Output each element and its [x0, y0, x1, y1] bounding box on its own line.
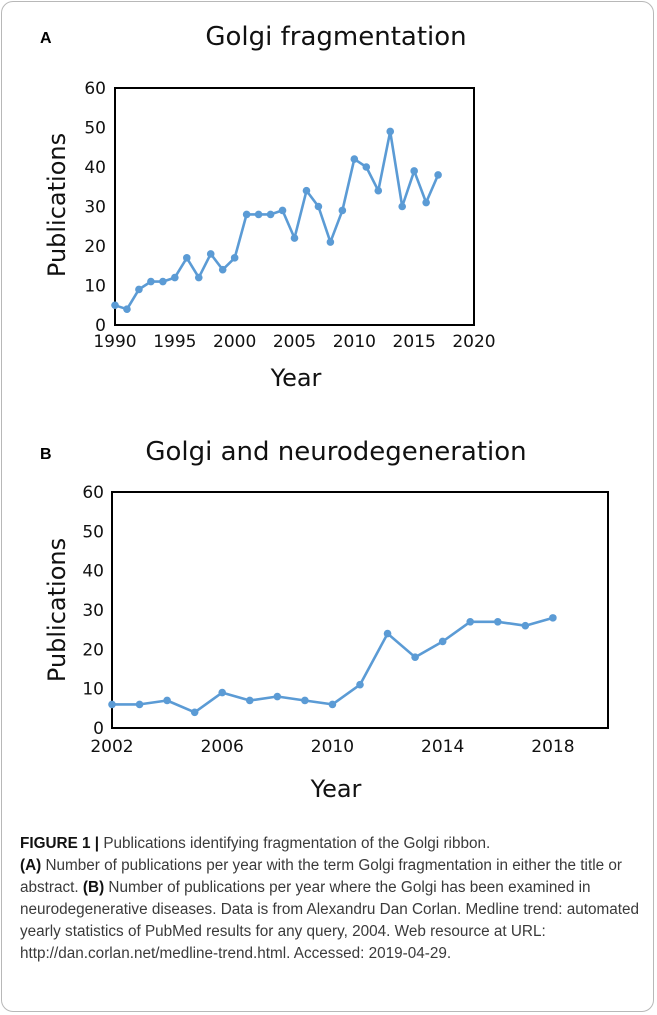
panel-a-data-point [254, 210, 263, 219]
panel-a-xtick-label: 2015 [393, 332, 436, 352]
panel-a-ytick-label: 20 [84, 237, 106, 257]
panel-b-ytick-label: 30 [82, 601, 104, 621]
panel-b-ytick-label: 60 [82, 483, 104, 503]
panel-a-data-point [338, 206, 347, 215]
panel-a-title: Golgi fragmentation [205, 22, 466, 52]
panel-a-series [111, 127, 442, 314]
panel-a-data-point [302, 186, 311, 195]
panel-b-xlabel: Year [310, 775, 362, 803]
panel-b-data-point [549, 614, 557, 622]
panel-a-ytick-label: 40 [84, 158, 106, 178]
caption-part-a-label: (A) [20, 857, 42, 874]
panel-a-data-point [135, 285, 143, 294]
panel-b-xtick-label: 2014 [421, 737, 464, 757]
panel-a: A Golgi fragmentation 0 10 20 30 40 50 60 1990 1… [40, 22, 496, 392]
panel-a-tick-labels: 0 10 20 30 40 50 60 1990 1995 2000 2005 2010 2015 202… [84, 79, 495, 352]
panel-b-data-point [245, 696, 254, 705]
panel-b-data-point [163, 696, 171, 705]
panel-a-data-point [123, 305, 131, 314]
panel-b-data-point [218, 688, 227, 697]
panel-b-xtick-label: 2002 [90, 737, 133, 757]
panel-a-data-point [374, 186, 383, 195]
panel-b-xtick-label: 2018 [531, 737, 574, 757]
panel-b-plot-frame [111, 491, 609, 729]
panel-a-data-point [218, 265, 227, 274]
panel-a-xtick-label: 2010 [333, 332, 376, 352]
panel-b-ytick-label: 40 [82, 562, 104, 582]
panel-b-series [108, 614, 557, 717]
panel-a-xtick-label: 1995 [153, 332, 196, 352]
figure-caption: FIGURE 1 | Publications identifying frag… [20, 833, 640, 965]
panel-b-data-point [493, 618, 502, 626]
panel-b-data-point [466, 618, 475, 626]
panel-b-title: Golgi and neurodegeneration [145, 437, 526, 467]
panel-a-data-point [386, 127, 395, 136]
panel-a-data-point [266, 210, 275, 219]
panel-a-ytick-label: 60 [84, 79, 106, 99]
panel-b-xtick-label: 2006 [201, 737, 244, 757]
figure-charts: A Golgi fragmentation 0 10 20 30 40 50 60 1990 1… [40, 22, 609, 803]
panel-a-data-point [147, 277, 155, 286]
panel-a-data-point [326, 238, 335, 246]
panel-a-ylabel: Publications [43, 133, 71, 277]
panel-b-data-point [190, 708, 199, 717]
panel-a-data-point [206, 250, 215, 258]
caption-part-b-label: (B) [82, 879, 105, 896]
panel-b-data-point [356, 680, 364, 689]
panel-b-series-line [112, 616, 554, 714]
panel-a-ytick-label: 10 [84, 277, 106, 297]
panel-a-xtick-label: 2005 [273, 332, 316, 352]
caption-part-a-text: Number of publications per year with the… [20, 857, 622, 896]
panel-b-data-point [273, 692, 282, 701]
panel-a-data-point [422, 198, 430, 207]
panel-a-data-point [242, 210, 251, 219]
panel-b-xtick-label: 2010 [311, 737, 354, 757]
panel-a-series-line [114, 130, 440, 311]
panel-b-data-point [411, 653, 419, 661]
panel-a-data-point [183, 254, 191, 262]
panel-a-data-point [111, 301, 119, 310]
panel-a-data-point [398, 202, 407, 211]
panel-b-ytick-label: 20 [82, 640, 104, 660]
panel-a-data-point [362, 163, 371, 171]
panel-b-data-point [108, 700, 116, 709]
panel-a-data-point [230, 254, 239, 262]
panel-a-letter: A [40, 30, 52, 47]
panel-b-letter: B [40, 446, 52, 463]
panel-a-plot-frame [114, 87, 475, 326]
panel-a-data-point [410, 167, 418, 175]
caption-part-b-text: Number of publications per year where th… [20, 879, 640, 962]
panel-a-xlabel: Year [270, 364, 322, 392]
panel-b-ytick-label: 0 [93, 719, 104, 739]
panel-b-tick-labels: 0 10 20 30 40 50 60 2002 2006 2010 2014 2018 [82, 483, 574, 757]
caption-figure-label: FIGURE 1 | [20, 835, 100, 852]
panel-a-xtick-label: 2000 [213, 332, 256, 352]
panel-b-data-point [301, 696, 309, 705]
panel-a-xtick-label: 2020 [452, 332, 495, 352]
panel-a-data-point [290, 234, 299, 242]
panel-b: B Golgi and neurodegeneration 0 10 20 30 40 5… [40, 437, 609, 803]
panel-b-data-point [135, 700, 144, 709]
panel-b-ytick-label: 50 [82, 522, 104, 542]
panel-a-data-point [194, 273, 203, 282]
panel-a-ytick-label: 0 [95, 316, 106, 336]
panel-a-data-point [350, 155, 359, 163]
panel-a-data-point [434, 171, 442, 179]
caption-figure-title: Publications identifying fragmentation o… [99, 835, 491, 852]
panel-a-ytick-label: 50 [84, 119, 106, 139]
panel-b-data-point [521, 621, 530, 630]
panel-b-ylabel: Publications [43, 538, 71, 682]
panel-a-data-point [159, 277, 167, 286]
panel-a-data-point [171, 273, 179, 282]
panel-b-ytick-label: 10 [82, 680, 104, 700]
panel-a-xtick-label: 1990 [93, 332, 136, 352]
panel-b-data-point [438, 637, 447, 646]
panel-a-ytick-label: 30 [84, 198, 106, 218]
panel-b-data-point [383, 629, 392, 638]
panel-a-data-point [314, 202, 323, 211]
panel-b-data-point [328, 700, 337, 709]
panel-a-data-point [278, 206, 287, 215]
